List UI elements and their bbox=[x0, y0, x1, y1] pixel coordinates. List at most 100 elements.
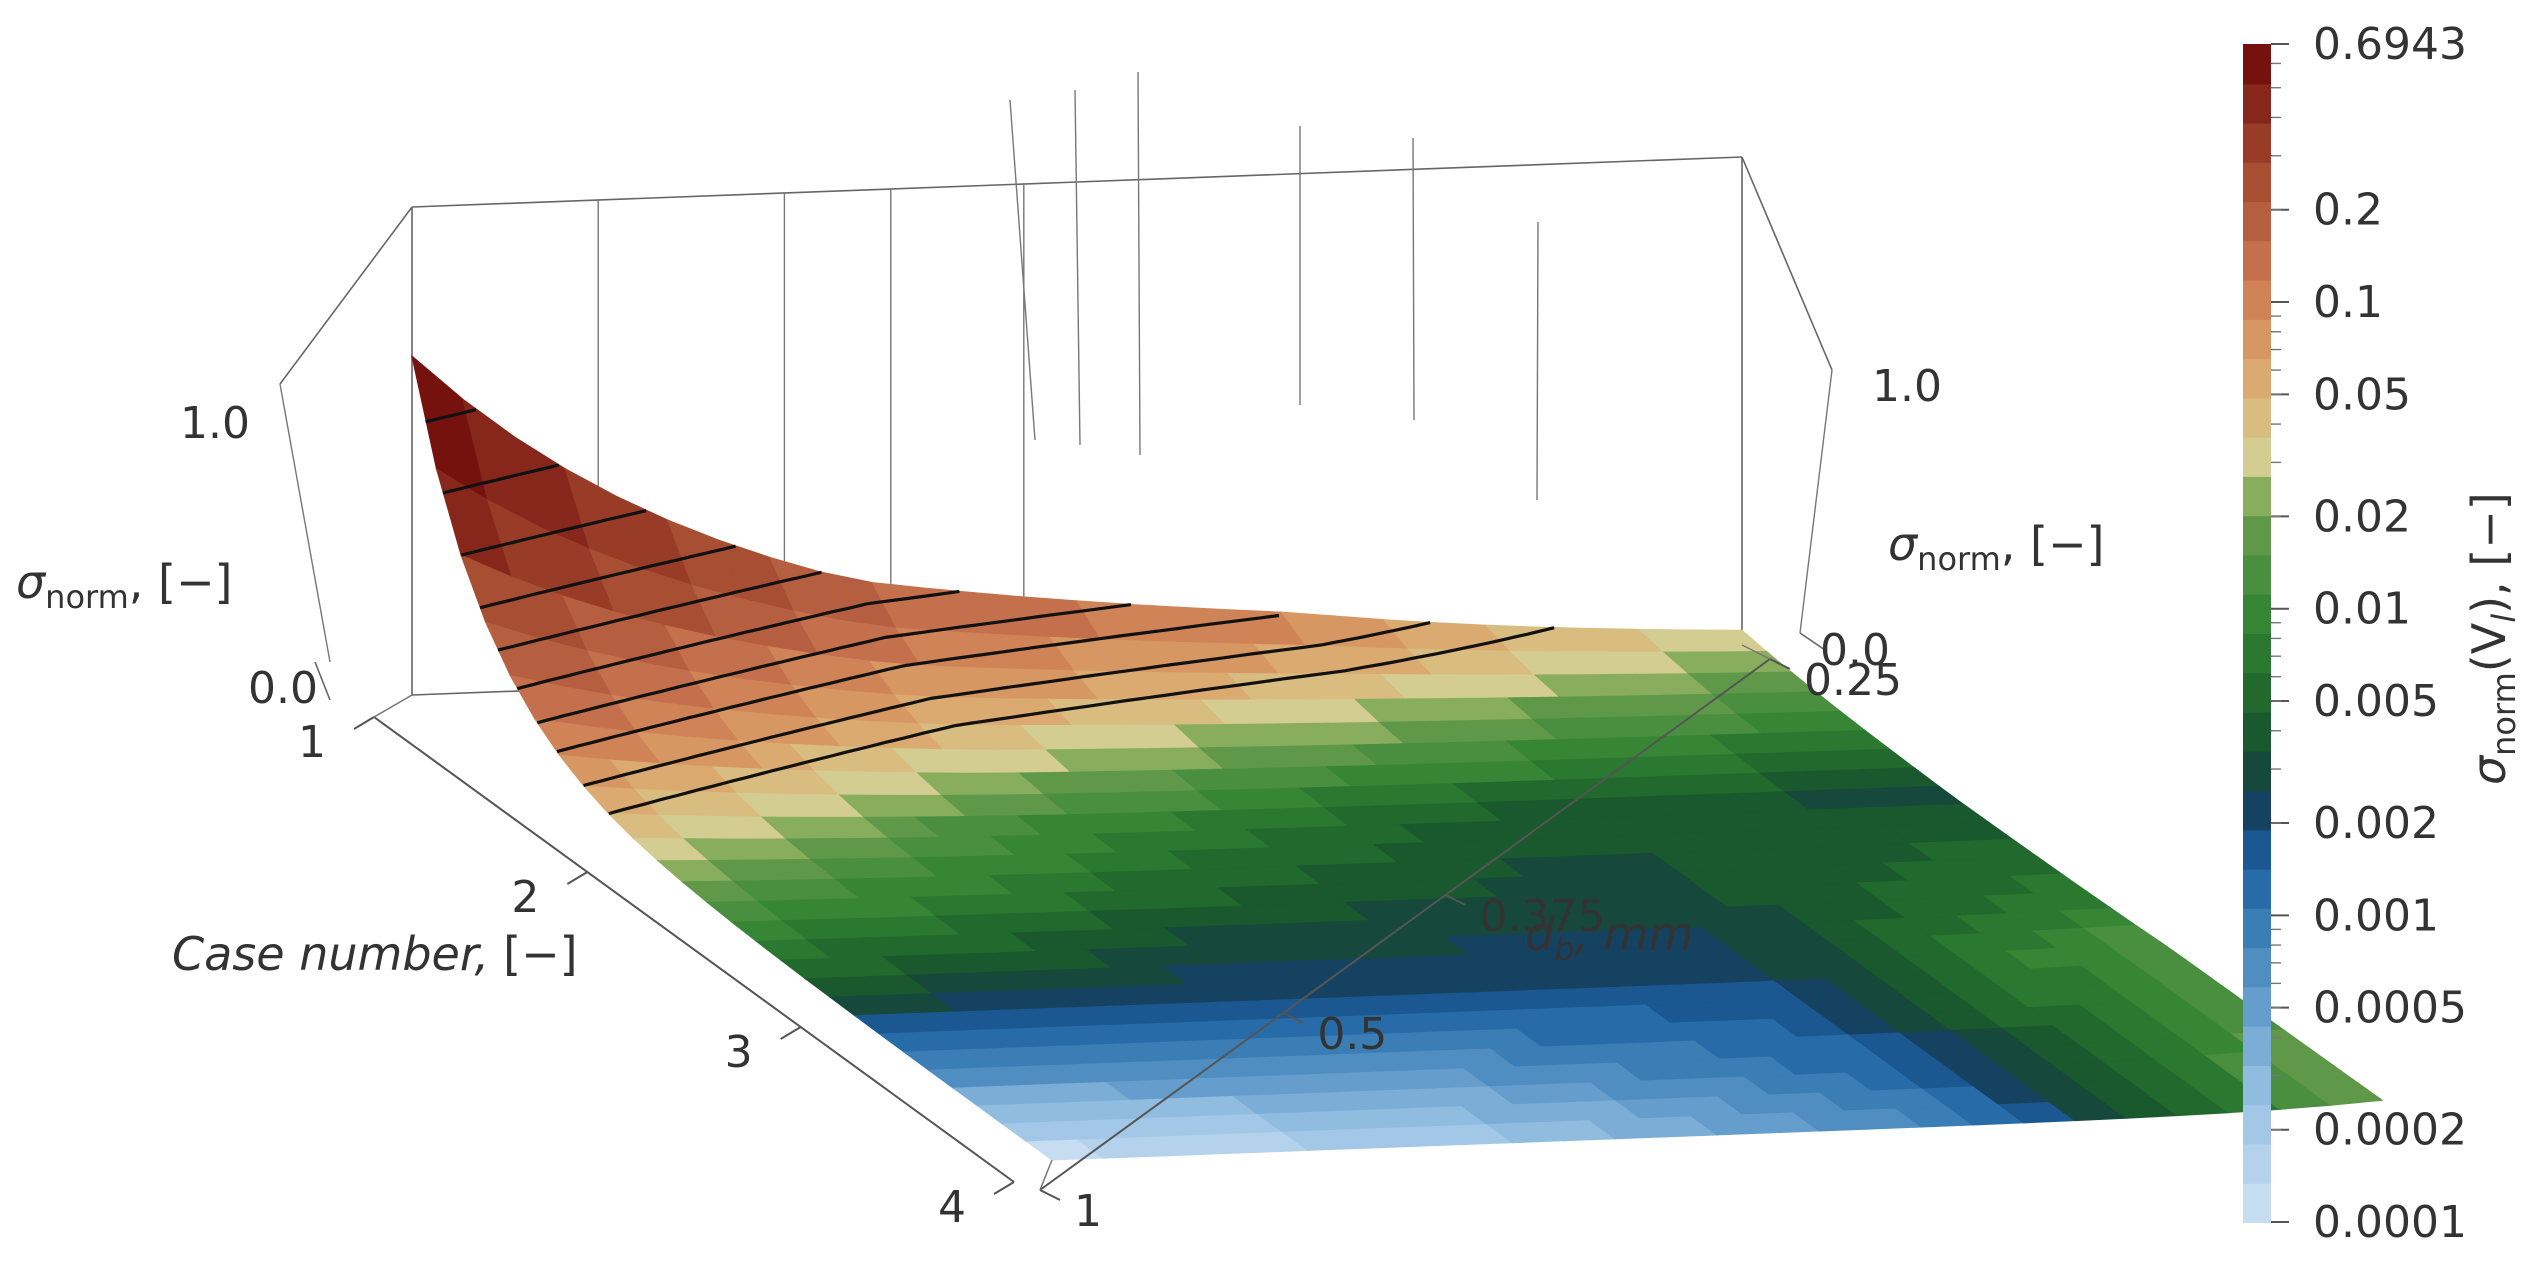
colorbar-tick-label: 0.05 bbox=[2313, 369, 2411, 420]
colorbar-band bbox=[2243, 1064, 2271, 1086]
colorbar-tick-label: 0.002 bbox=[2313, 798, 2439, 849]
contour-line bbox=[442, 463, 560, 495]
colorbar bbox=[2243, 44, 2271, 1223]
colorbar-tick-label: 0.005 bbox=[2313, 676, 2439, 727]
colorbar-band bbox=[2243, 417, 2271, 438]
colorbar-band bbox=[2243, 711, 2271, 733]
colorbar-tick-label: 0.001 bbox=[2313, 890, 2439, 941]
colorbar-tick-label: 0.0002 bbox=[2313, 1105, 2467, 1156]
colorbar-band bbox=[2243, 63, 2271, 85]
colorbar-band bbox=[2243, 947, 2271, 968]
colorbar-band bbox=[2243, 1143, 2271, 1165]
back-grid-line bbox=[1009, 99, 1036, 441]
contour-line bbox=[583, 621, 1431, 788]
db-axis-tick bbox=[1445, 894, 1467, 906]
colorbar-band bbox=[2243, 259, 2271, 281]
colorbar-band bbox=[2243, 475, 2271, 497]
colorbar-band bbox=[2243, 102, 2271, 124]
colorbar-band bbox=[2243, 1006, 2271, 1027]
contour-line bbox=[516, 589, 960, 691]
colorbar-band bbox=[2243, 44, 2271, 65]
colorbar-band bbox=[2243, 534, 2271, 556]
back-grid-line bbox=[1536, 221, 1539, 501]
colorbar-band bbox=[2243, 318, 2271, 340]
colorbar-band bbox=[2243, 1104, 2271, 1125]
db-axis-tick bbox=[1282, 1012, 1304, 1024]
colorbar-title: σnorm(Vl), [−] bbox=[2462, 492, 2523, 785]
back-top-edge bbox=[1741, 156, 1833, 371]
z-axis-right-title: σnorm, [−] bbox=[1888, 517, 2104, 578]
colorbar-band bbox=[2243, 515, 2271, 536]
left-pane-edge bbox=[279, 383, 331, 663]
back-top-edge bbox=[279, 206, 413, 385]
colorbar-band bbox=[2243, 358, 2271, 379]
colorbar-tick-label: 0.1 bbox=[2313, 277, 2383, 328]
colorbar-band bbox=[2243, 1045, 2271, 1066]
surface-mesh bbox=[411, 354, 2384, 1161]
colorbar-band bbox=[2243, 672, 2271, 693]
contour-line bbox=[608, 626, 1555, 816]
axis-connector bbox=[1741, 644, 1771, 660]
colorbar-band bbox=[2243, 613, 2271, 634]
back-grid-line bbox=[1412, 137, 1415, 421]
colorbar-band bbox=[2243, 574, 2271, 595]
colorbar-tick-label: 0.6943 bbox=[2313, 19, 2467, 70]
colorbar-band bbox=[2243, 338, 2271, 360]
colorbar-band bbox=[2243, 240, 2271, 261]
db-axis-tick-label: 1 bbox=[1074, 1186, 1102, 1237]
db-axis-title: db, mm bbox=[1525, 907, 1693, 968]
db-axis-line bbox=[1039, 658, 1771, 1191]
colorbar-band bbox=[2243, 829, 2271, 850]
case-axis-tick bbox=[353, 716, 375, 730]
z-axis-left-tick-top: 1.0 bbox=[180, 398, 250, 449]
z-axis-right-line bbox=[1799, 632, 1826, 651]
colorbar-band bbox=[2243, 181, 2271, 203]
surface-cell bbox=[2304, 1082, 2384, 1106]
case-axis-tick bbox=[566, 871, 588, 885]
colorbar-band bbox=[2243, 593, 2271, 615]
colorbar-band bbox=[2243, 652, 2271, 674]
db-axis-tick-label: 0.25 bbox=[1804, 655, 1902, 706]
axes-ticks bbox=[314, 632, 1826, 1201]
case-axis-line bbox=[373, 716, 1015, 1183]
colorbar-band bbox=[2243, 495, 2271, 517]
case-axis-tick-label: 4 bbox=[938, 1182, 966, 1233]
colorbar-band bbox=[2243, 377, 2271, 399]
case-axis-tick-label: 2 bbox=[511, 872, 539, 923]
db-ticks: 1 0.5 0.375 0.25 bbox=[1074, 655, 1902, 1237]
back-top-edge bbox=[411, 181, 1078, 208]
colorbar-band bbox=[2243, 927, 2271, 949]
colorbar-band bbox=[2243, 397, 2271, 419]
colorbar-band bbox=[2243, 122, 2271, 144]
case-axis-title: Case number, [−] bbox=[172, 927, 578, 981]
colorbar-tick-label: 0.0005 bbox=[2313, 983, 2467, 1034]
colorbar-band bbox=[2243, 731, 2271, 752]
z-axis-left-line bbox=[314, 661, 331, 701]
case-number-ticks: 1 2 3 4 bbox=[298, 717, 966, 1233]
colorbar-ticks: 0.6943 0.2 0.1 0.05 0.02 0.01 0.005 0.002 0.001 0… bbox=[2271, 19, 2467, 1248]
colorbar-band bbox=[2243, 770, 2271, 792]
case-axis-tick-label: 3 bbox=[725, 1027, 753, 1078]
colorbar-band bbox=[2243, 848, 2271, 870]
colorbar-band bbox=[2243, 633, 2271, 654]
colorbar-band bbox=[2243, 1123, 2271, 1145]
back-top-edge bbox=[1076, 156, 1743, 183]
colorbar-tick-label: 0.2 bbox=[2313, 185, 2383, 236]
colorbar-band bbox=[2243, 868, 2271, 890]
colorbar-band bbox=[2243, 1182, 2271, 1204]
contour-lines bbox=[425, 407, 1555, 816]
colorbar-band bbox=[2243, 161, 2271, 183]
colorbar-band bbox=[2243, 142, 2271, 163]
back-grid-line bbox=[1074, 89, 1081, 446]
colorbar-band bbox=[2243, 201, 2271, 222]
colorbar-band bbox=[2243, 1025, 2271, 1047]
colorbar-tick-label: 0.02 bbox=[2313, 491, 2411, 542]
colorbar-band bbox=[2243, 986, 2271, 1008]
colorbar-band bbox=[2243, 554, 2271, 576]
z-axis-left-title: σnorm, [−] bbox=[16, 555, 232, 616]
colorbar-band bbox=[2243, 790, 2271, 811]
colorbar-band bbox=[2243, 966, 2271, 988]
axis-connector bbox=[373, 694, 413, 718]
contour-line bbox=[536, 602, 1132, 725]
colorbar-band bbox=[2243, 299, 2271, 320]
